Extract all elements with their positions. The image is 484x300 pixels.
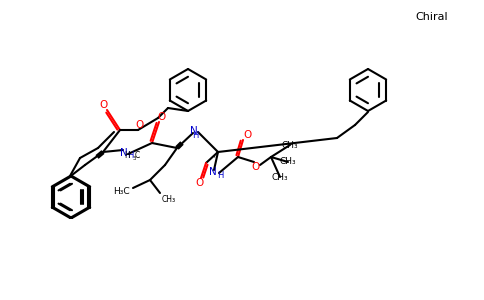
Text: CH₃: CH₃ bbox=[162, 194, 176, 203]
Text: CH₃: CH₃ bbox=[282, 140, 298, 149]
Text: 3: 3 bbox=[133, 155, 136, 160]
Text: H: H bbox=[127, 152, 133, 160]
Text: H: H bbox=[217, 172, 223, 181]
Text: N: N bbox=[120, 148, 128, 158]
Text: CH₃: CH₃ bbox=[280, 158, 296, 166]
Text: CH₃: CH₃ bbox=[272, 172, 288, 182]
Text: O: O bbox=[157, 112, 165, 122]
Text: O: O bbox=[195, 178, 203, 188]
Text: O: O bbox=[136, 120, 144, 130]
Text: H₃C: H₃C bbox=[113, 188, 129, 196]
Text: N: N bbox=[209, 167, 217, 177]
Text: C: C bbox=[135, 151, 140, 160]
Text: O: O bbox=[100, 100, 108, 110]
Text: O: O bbox=[252, 162, 260, 172]
Text: O: O bbox=[243, 130, 251, 140]
Text: H: H bbox=[192, 131, 198, 140]
Text: Chiral: Chiral bbox=[415, 12, 448, 22]
Text: N: N bbox=[190, 126, 198, 136]
Text: H: H bbox=[124, 151, 130, 160]
